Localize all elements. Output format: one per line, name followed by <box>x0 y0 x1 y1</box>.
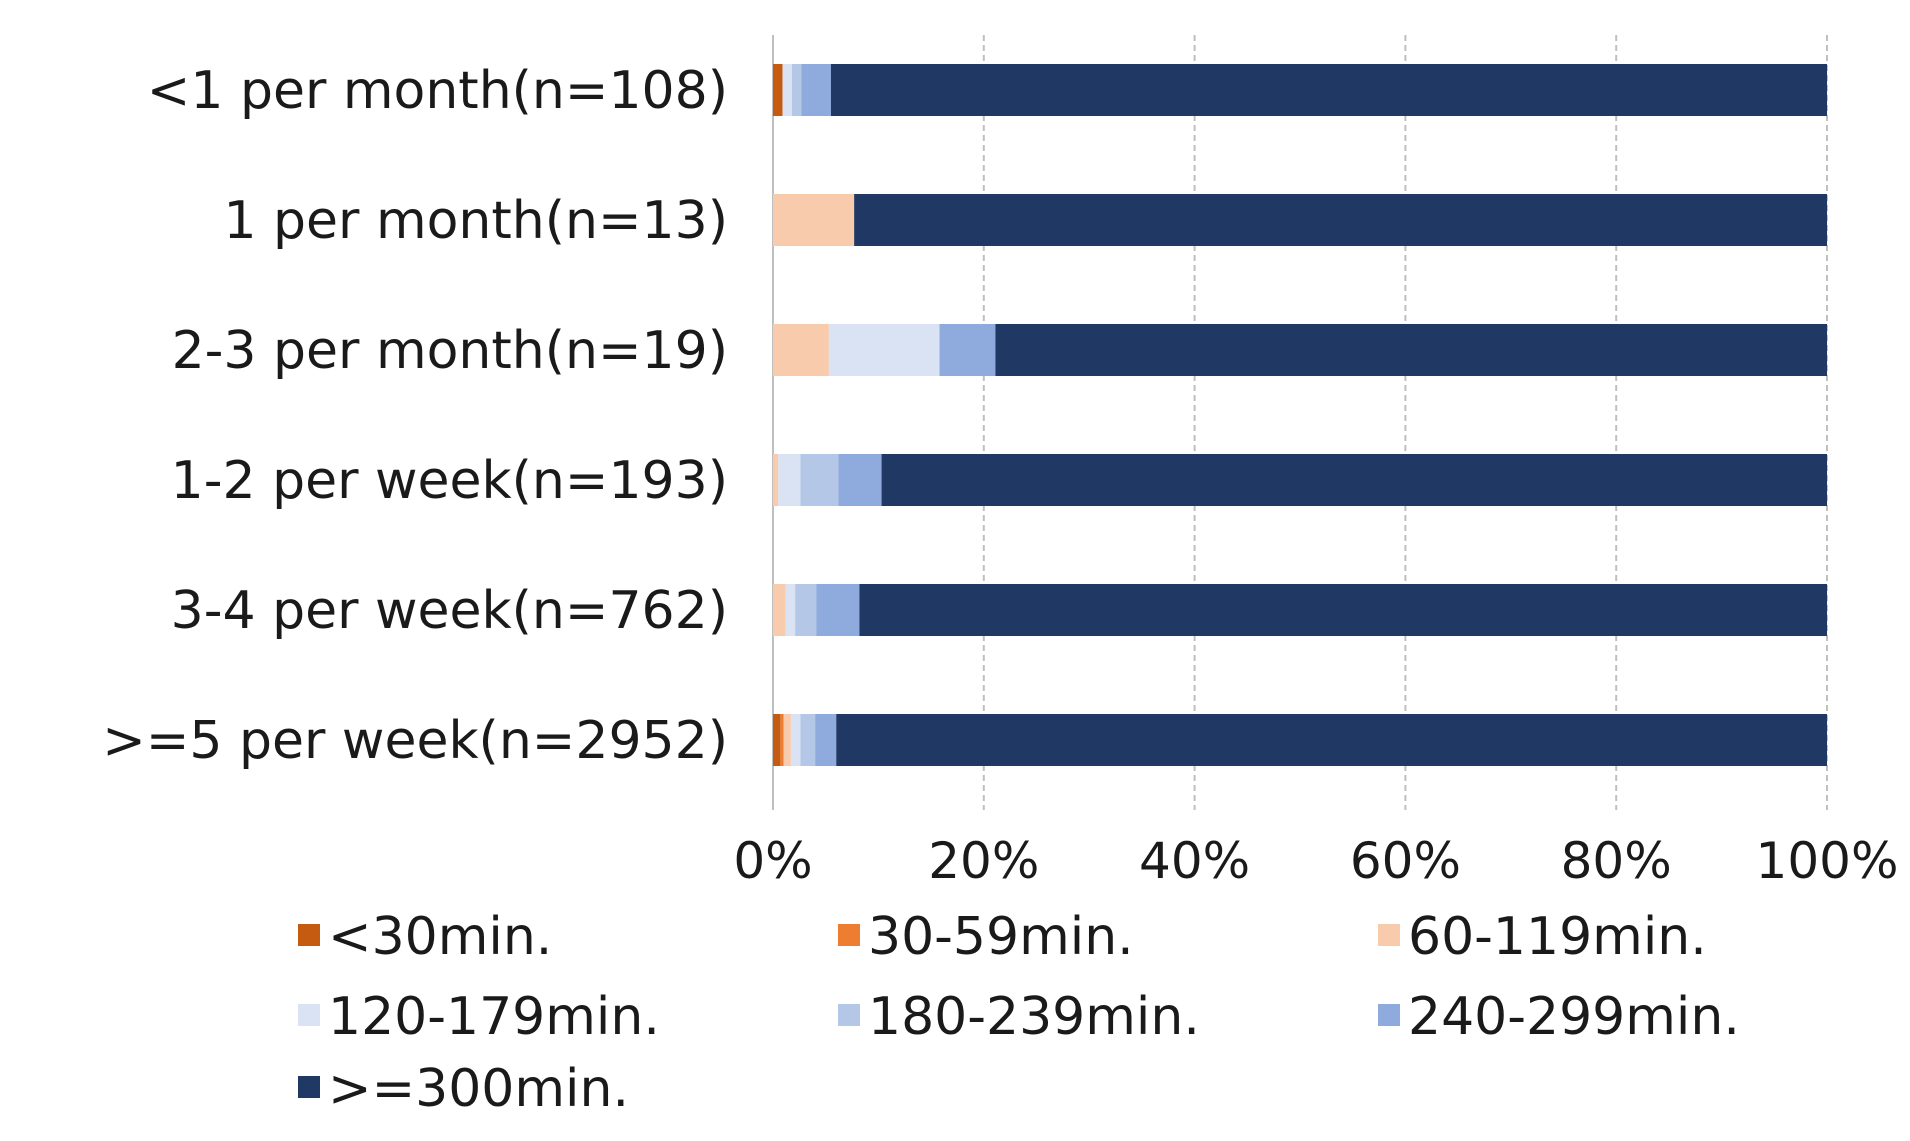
bar-segment-row2-series3 <box>828 324 940 376</box>
bar-segment-row3-series2 <box>773 454 779 506</box>
bar-segment-row5-series3 <box>790 714 801 766</box>
category-label: 2-3 per month(n=19) <box>172 321 728 381</box>
x-tick-label: 80% <box>1561 832 1672 890</box>
x-tick-label: 0% <box>733 832 812 890</box>
bar-segment-row2-series6 <box>995 324 1827 376</box>
x-tick-label: 60% <box>1350 832 1461 890</box>
bar-segment-row2-series5 <box>939 324 996 376</box>
legend-label: 120-179min. <box>328 987 660 1047</box>
x-tick-label: 20% <box>928 832 1039 890</box>
bar-segment-row3-series4 <box>800 454 839 506</box>
bar-segment-row1-series2 <box>773 194 855 246</box>
bar-segment-row5-series0 <box>773 714 781 766</box>
legend-swatch <box>838 924 860 946</box>
bar-segment-row5-series5 <box>815 714 837 766</box>
bar-segment-row3-series6 <box>881 454 1827 506</box>
legend-label: <30min. <box>328 907 552 967</box>
category-label: 3-4 per week(n=762) <box>171 581 728 641</box>
legend-label: 30-59min. <box>868 907 1134 967</box>
bar-segment-row4-series3 <box>785 584 796 636</box>
legend-swatch <box>298 1004 320 1026</box>
x-tick-labels: 0% 20% 40% 60% 80% 100% <box>733 832 1898 890</box>
category-labels: <1 per month(n=108) 1 per month(n=13) 2-3 … <box>102 61 728 771</box>
category-label: <1 per month(n=108) <box>147 61 728 121</box>
legend-swatch <box>1378 924 1400 946</box>
legend-label: 180-239min. <box>868 987 1200 1047</box>
category-label: 1 per month(n=13) <box>223 191 728 251</box>
legend-swatch <box>1378 1004 1400 1026</box>
bar-segment-row2-series2 <box>773 324 829 376</box>
bar-segment-row5-series1 <box>780 714 784 766</box>
bar-segment-row5-series4 <box>800 714 816 766</box>
x-tick-label: 100% <box>1756 832 1899 890</box>
x-tick-label: 40% <box>1139 832 1250 890</box>
bar-segment-row4-series4 <box>795 584 817 636</box>
bar-segment-row4-series2 <box>773 584 786 636</box>
legend-label: >=300min. <box>328 1059 629 1119</box>
bar-segment-row5-series2 <box>783 714 791 766</box>
gridlines <box>772 35 1828 810</box>
bars <box>773 64 1827 766</box>
legend-label: 60-119min. <box>1408 907 1707 967</box>
bar-segment-row4-series6 <box>859 584 1827 636</box>
bar-segment-row0-series5 <box>801 64 831 116</box>
bar-segment-row0-series6 <box>830 64 1827 116</box>
bar-segment-row0-series3 <box>782 64 792 116</box>
bar-segment-row0-series4 <box>791 64 802 116</box>
legend-swatch <box>298 1076 320 1098</box>
bar-segment-row3-series5 <box>838 454 882 506</box>
bar-segment-row5-series6 <box>836 714 1827 766</box>
bar-segment-row0-series0 <box>773 64 783 116</box>
category-label: 1-2 per week(n=193) <box>171 451 728 511</box>
legend: <30min. 30-59min. 60-119min. 120-179min. 180… <box>298 907 1740 1119</box>
bar-segment-row4-series5 <box>816 584 860 636</box>
legend-swatch <box>838 1004 860 1026</box>
category-label: >=5 per week(n=2952) <box>102 711 728 771</box>
legend-label: 240-299min. <box>1408 987 1740 1047</box>
bar-segment-row3-series3 <box>778 454 801 506</box>
legend-swatch <box>298 924 320 946</box>
bar-segment-row1-series6 <box>854 194 1827 246</box>
